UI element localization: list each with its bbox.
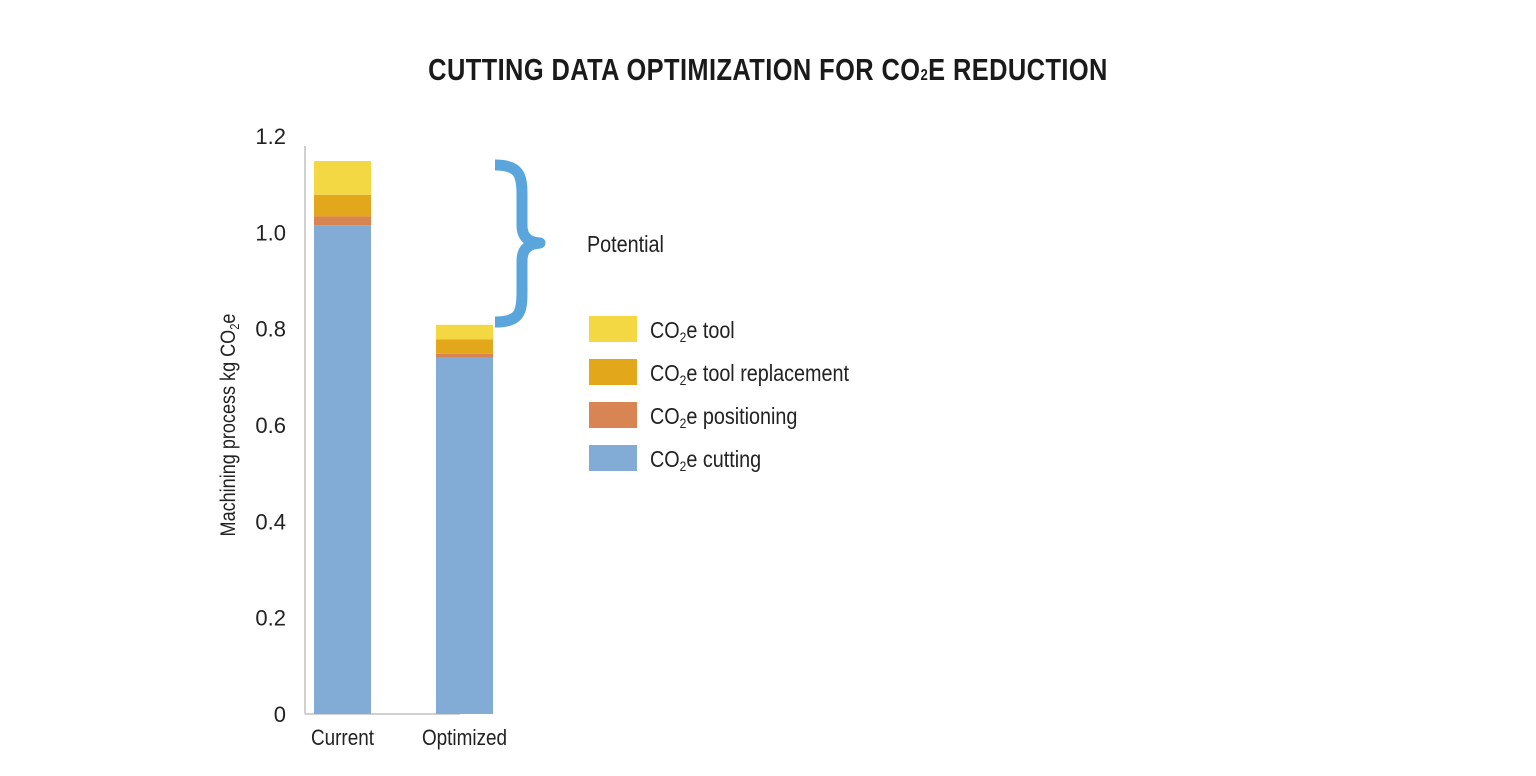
bars: [314, 161, 493, 714]
bar-segment-current-3: [314, 161, 371, 195]
chart-title-main: CUTTING DATA OPTIMIZATION FOR CO: [428, 52, 921, 87]
bar-segment-optimized-3: [436, 324, 493, 340]
potential-brace: [494, 159, 546, 328]
y-tick-label: 1.0: [255, 220, 286, 245]
x-tick-label: Optimized: [422, 726, 507, 751]
chart-title-sub: 2: [920, 67, 929, 84]
y-tick-label: 1.2: [255, 124, 286, 149]
y-axis-label-main: Machining process kg CO: [217, 330, 241, 537]
legend-label: CO2e cutting: [650, 447, 761, 475]
bar-segment-current-2: [314, 194, 371, 217]
bar-segment-optimized-1: [436, 353, 493, 358]
y-axis-label-sub: 2: [227, 323, 242, 329]
legend-label: CO2e tool: [650, 318, 735, 346]
bar-segment-current-0: [314, 225, 371, 714]
y-ticks: 0 0.2 0.4 0.6 0.8 1.0 1.2: [255, 124, 286, 727]
bar-segment-optimized-0: [436, 357, 493, 714]
y-tick-label: 0.6: [255, 413, 286, 438]
legend-swatch: [589, 445, 637, 471]
y-axis-label-tail: e: [217, 313, 241, 323]
x-ticks: Current Optimized: [311, 726, 507, 751]
chart-title-tail: E REDUCTION: [928, 52, 1108, 87]
bar-segment-optimized-2: [436, 339, 493, 354]
potential-annotation: Potential: [587, 232, 664, 258]
chart-title: CUTTING DATA OPTIMIZATION FOR CO2E REDUC…: [138, 52, 1398, 88]
y-axis-label: Machining process kg CO2e: [217, 313, 242, 536]
legend-swatch: [589, 359, 637, 385]
legend: CO2e tool CO2e tool replacement CO2e posit…: [589, 316, 849, 474]
y-tick-label: 0.2: [255, 606, 286, 631]
legend-swatch: [589, 316, 637, 342]
y-tick-label: 0.8: [255, 317, 286, 342]
legend-label: CO2e tool replacement: [650, 361, 849, 389]
bar-segment-current-1: [314, 216, 371, 226]
y-tick-label: 0: [274, 702, 286, 727]
legend-swatch: [589, 402, 637, 428]
legend-label: CO2e positioning: [650, 404, 797, 432]
y-tick-label: 0.4: [255, 509, 286, 534]
x-tick-label: Current: [311, 726, 374, 751]
